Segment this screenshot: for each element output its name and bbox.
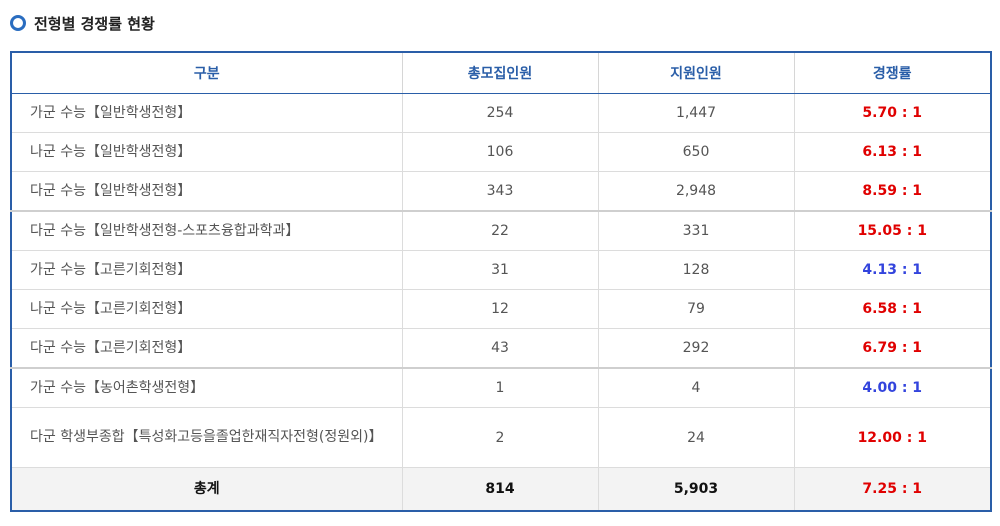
- row-ratio: 4.00 : 1: [794, 368, 991, 408]
- row-applicants: 79: [598, 289, 795, 329]
- row-applicants: 4: [598, 368, 795, 408]
- row-applicants: 650: [598, 132, 795, 172]
- row-quota: 254: [402, 93, 599, 133]
- row-quota: 43: [402, 328, 599, 369]
- row-applicants: 1,447: [598, 93, 795, 133]
- table-row: 나군 수능【고른기회전형】 12 79 6.58 : 1: [11, 289, 991, 329]
- row-quota: 2: [402, 407, 599, 468]
- row-quota: 12: [402, 289, 599, 329]
- competition-table: 구분 총모집인원 지원인원 경쟁률 가군 수능【일반학생전형】 254 1,44…: [10, 51, 992, 512]
- table-row: 가군 수능【고른기회전형】 31 128 4.13 : 1: [11, 250, 991, 290]
- header-category: 구분: [11, 52, 403, 94]
- row-ratio: 12.00 : 1: [794, 407, 991, 468]
- section-title: 전형별 경쟁률 현황: [10, 12, 155, 34]
- row-ratio: 4.13 : 1: [794, 250, 991, 290]
- row-ratio: 6.79 : 1: [794, 328, 991, 369]
- row-quota: 343: [402, 171, 599, 212]
- row-name: 다군 학생부종합【특성화고등을졸업한재직자전형(정원외)】: [11, 407, 403, 468]
- total-row: 총계 814 5,903 7.25 : 1: [11, 467, 991, 512]
- row-name: 가군 수능【고른기회전형】: [11, 250, 403, 290]
- table-row: 나군 수능【일반학생전형】 106 650 6.13 : 1: [11, 132, 991, 172]
- table-row: 가군 수능【농어촌학생전형】 1 4 4.00 : 1: [11, 368, 991, 408]
- header-quota: 총모집인원: [402, 52, 599, 94]
- table-row: 가군 수능【일반학생전형】 254 1,447 5.70 : 1: [11, 93, 991, 133]
- table-header-row: 구분 총모집인원 지원인원 경쟁률: [11, 52, 991, 94]
- header-applicants: 지원인원: [598, 52, 795, 94]
- row-name: 다군 수능【고른기회전형】: [11, 328, 403, 369]
- total-quota: 814: [402, 467, 599, 512]
- header-ratio: 경쟁률: [794, 52, 991, 94]
- total-label: 총계: [11, 467, 403, 512]
- row-quota: 31: [402, 250, 599, 290]
- row-name: 다군 수능【일반학생전형-스포츠융합과학과】: [11, 211, 403, 251]
- row-quota: 106: [402, 132, 599, 172]
- row-applicants: 2,948: [598, 171, 795, 212]
- circle-bullet-icon: [10, 15, 26, 31]
- table-row: 다군 수능【고른기회전형】 43 292 6.79 : 1: [11, 328, 991, 369]
- row-applicants: 128: [598, 250, 795, 290]
- section-title-text: 전형별 경쟁률 현황: [34, 14, 155, 33]
- row-quota: 1: [402, 368, 599, 408]
- row-name: 가군 수능【농어촌학생전형】: [11, 368, 403, 408]
- total-ratio: 7.25 : 1: [794, 467, 991, 512]
- row-name: 나군 수능【고른기회전형】: [11, 289, 403, 329]
- row-ratio: 5.70 : 1: [794, 93, 991, 133]
- row-ratio: 15.05 : 1: [794, 211, 991, 251]
- row-name: 나군 수능【일반학생전형】: [11, 132, 403, 172]
- row-ratio: 6.58 : 1: [794, 289, 991, 329]
- table-row: 다군 수능【일반학생전형】 343 2,948 8.59 : 1: [11, 171, 991, 212]
- row-ratio: 8.59 : 1: [794, 171, 991, 212]
- total-applicants: 5,903: [598, 467, 795, 512]
- row-name: 다군 수능【일반학생전형】: [11, 171, 403, 212]
- row-quota: 22: [402, 211, 599, 251]
- row-ratio: 6.13 : 1: [794, 132, 991, 172]
- row-applicants: 24: [598, 407, 795, 468]
- row-name: 가군 수능【일반학생전형】: [11, 93, 403, 133]
- row-applicants: 292: [598, 328, 795, 369]
- table-row: 다군 학생부종합【특성화고등을졸업한재직자전형(정원외)】 2 24 12.00…: [11, 407, 991, 468]
- table-row: 다군 수능【일반학생전형-스포츠융합과학과】 22 331 15.05 : 1: [11, 211, 991, 251]
- competition-table-wrapper: 구분 총모집인원 지원인원 경쟁률 가군 수능【일반학생전형】 254 1,44…: [10, 51, 992, 512]
- row-applicants: 331: [598, 211, 795, 251]
